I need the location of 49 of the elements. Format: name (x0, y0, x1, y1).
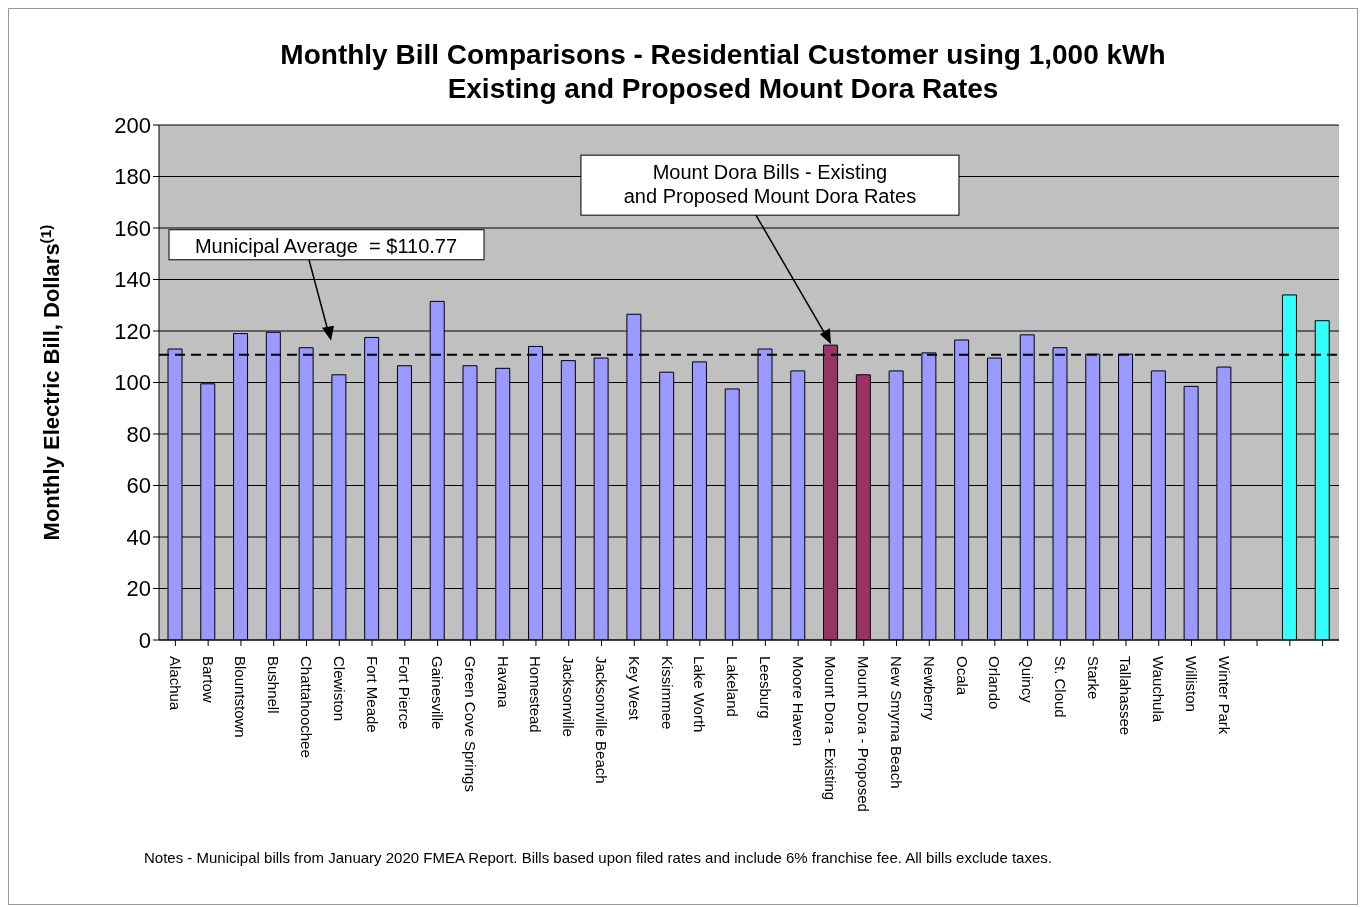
x-tick-label: Jacksonville Beach (593, 656, 610, 784)
x-tick-label: Lakeland (724, 656, 742, 717)
y-tick-label: 180 (114, 164, 151, 190)
x-tick-label: Fort Meade (363, 656, 381, 733)
ref-line-label: Municipal Average = $110.77 (194, 234, 458, 257)
x-tick-label: Green Cove Springs (461, 656, 479, 792)
annotation: Mount Dora Bills - Existing and Proposed Mount Dora Rates (623, 161, 917, 208)
x-tick-label: Clewiston (330, 656, 348, 722)
y-tick-label: 80 (126, 421, 151, 447)
x-tick-label: Homestead (527, 656, 545, 733)
y-tick-label: 200 (114, 112, 151, 138)
x-tick-label: Winter Park (1215, 656, 1233, 735)
x-tick-label: Leesburg (756, 656, 774, 719)
y-tick-label: 100 (114, 370, 151, 396)
x-tick-label: Orlando (986, 656, 1004, 710)
y-tick-label: 120 (114, 318, 151, 344)
x-tick-label: Alachua (166, 656, 184, 711)
y-tick-label: 60 (126, 473, 151, 499)
x-tick-label: Havana (494, 656, 512, 709)
x-tick-label: Ocala (953, 656, 971, 696)
x-tick-label: Tallahassee (1117, 656, 1135, 736)
chart-subtitle: Existing and Proposed Mount Dora Rates (446, 73, 1000, 105)
y-tick-label: 0 (138, 627, 151, 653)
x-tick-label: Mount Dora - Existing (822, 656, 840, 801)
x-tick-label: New Smyrna Beach (888, 656, 905, 789)
x-tick-label: Chattahoochee (298, 656, 315, 758)
x-tick-label: Wauchula (1150, 656, 1168, 723)
x-tick-label: Fort Pierce (396, 656, 414, 730)
x-tick-label: Mount Dora - Proposed (855, 656, 873, 812)
y-tick-label: 20 (126, 576, 151, 602)
text: Notes - Municipal bills from January 2020 FMEA Report. Bills based upon filed rates and include 6% franchise fee. All bills exclude taxes. (144, 849, 1053, 866)
x-tick-label: Lake Worth (691, 656, 709, 733)
y-tick-label: 160 (114, 215, 151, 241)
x-tick-label: St. Cloud (1051, 656, 1069, 718)
x-tick-label: Starke (1084, 656, 1102, 700)
x-tick-label: Key West (625, 656, 643, 721)
x-tick-label: Quincy (1019, 656, 1037, 704)
y-tick-label: 140 (114, 267, 151, 293)
x-tick-label: Gainesville (429, 656, 447, 730)
x-tick-label: Williston (1183, 656, 1200, 712)
y-tick-label: 40 (126, 524, 151, 550)
x-tick-label: Blountstown (232, 656, 250, 738)
x-tick-label: Newberry (920, 656, 938, 721)
chart-title: Monthly Bill Comparisons - Residential Customer using 1,000 kWh (279, 39, 1167, 71)
x-tick-label: Moore Haven (789, 656, 807, 747)
x-tick-label: Jacksonville (560, 656, 578, 737)
x-tick-label: Kissimmee (658, 656, 676, 730)
x-tick-label: Bushnell (265, 656, 283, 714)
x-tick-label: Bartow (199, 656, 217, 703)
